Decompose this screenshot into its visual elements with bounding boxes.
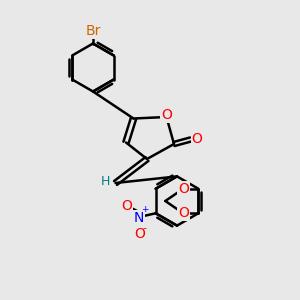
Text: -: - — [142, 223, 147, 233]
Text: Br: Br — [85, 24, 101, 38]
Text: N: N — [134, 211, 144, 225]
Text: O: O — [121, 200, 132, 213]
Text: O: O — [178, 182, 189, 196]
Text: O: O — [178, 206, 189, 220]
Text: O: O — [192, 133, 203, 146]
Text: H: H — [101, 175, 111, 188]
Text: O: O — [161, 108, 172, 122]
Text: +: + — [141, 206, 148, 214]
Text: O: O — [134, 227, 145, 241]
